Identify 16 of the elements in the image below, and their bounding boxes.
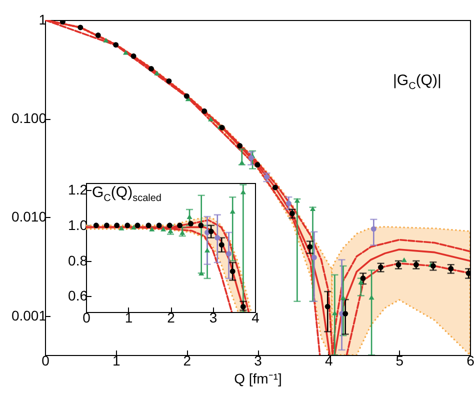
x-tick-label: 3	[209, 310, 218, 326]
x-axis-title: Q [fm⁻¹]	[234, 370, 282, 386]
x-tick-label: 4	[252, 310, 260, 326]
x-tick-label: 1	[112, 352, 120, 368]
x-tick-label: 2	[167, 310, 176, 326]
x-tick-label: 5	[396, 352, 404, 368]
annotation: |G$_{C}$(Q)|	[393, 72, 442, 92]
annotation: G$_{C}$(Q)$_{scaled}$	[92, 184, 162, 204]
x-tick-label: 6	[466, 352, 474, 368]
x-tick-label: 4	[324, 352, 333, 368]
x-tick-label: 2	[183, 352, 192, 368]
x-tick-label: 0	[82, 310, 91, 326]
x-tick-label: 1	[124, 310, 133, 326]
x-tick-label: 0	[42, 352, 50, 368]
y-tick-label: 0.001	[11, 307, 47, 324]
x-tick-label: 3	[254, 352, 262, 368]
